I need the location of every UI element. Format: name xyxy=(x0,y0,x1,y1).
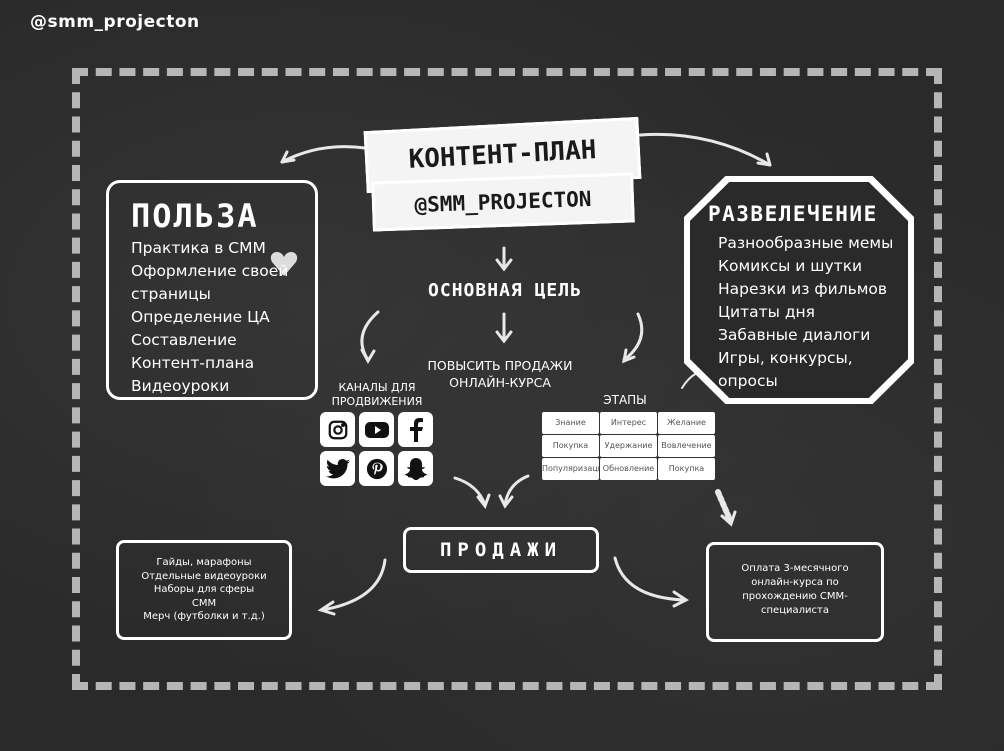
stage-cell: Популяризация xyxy=(542,458,599,480)
facebook-icon xyxy=(398,412,433,447)
handle-banner: @SMM_PROJECTON xyxy=(371,172,635,232)
benefit-list: Практика в СММ Оформление своей страницы… xyxy=(131,237,315,398)
payment-line: прохождению СММ- xyxy=(742,591,848,602)
list-item: Игры, конкурсы, xyxy=(718,349,853,367)
products-line: Наборы для сферы xyxy=(153,584,255,595)
products-line: Гайды, марафоны xyxy=(156,557,252,568)
payment-line: онлайн-курса по xyxy=(751,577,839,588)
stage-cell: Вовлечение xyxy=(658,435,715,457)
payment-box: Оплата 3-месячного онлайн-курса по прохо… xyxy=(706,542,884,642)
sales-box: ПРОДАЖИ xyxy=(403,527,599,573)
entertainment-title: РАЗВЕЛЕЧЕНИЕ xyxy=(708,202,878,226)
main-goal-text: ПОВЫСИТЬ ПРОДАЖИ ОНЛАЙН-КУРСА xyxy=(427,358,573,390)
list-item: Определение ЦА xyxy=(131,308,270,326)
youtube-icon xyxy=(359,412,394,447)
list-item: Комиксы и шутки xyxy=(718,257,863,275)
instagram-icon xyxy=(320,412,355,447)
main-goal-title: ОСНОВНАЯ ЦЕЛЬ xyxy=(428,280,582,301)
pinterest-icon xyxy=(359,451,394,486)
stage-cell: Обновление xyxy=(600,458,657,480)
list-item: Видеоуроки xyxy=(131,377,230,395)
entertainment-box: РАЗВЕЛЕЧЕНИЕ Разнообразные мемы Комиксы … xyxy=(706,202,906,393)
list-item: Составление xyxy=(131,331,237,349)
benefit-title: ПОЛЬЗА xyxy=(131,197,259,235)
entertainment-list: Разнообразные мемы Комиксы и шутки Нарез… xyxy=(706,232,906,393)
list-item: Нарезки из фильмов xyxy=(718,280,888,298)
stage-cell: Интерес xyxy=(600,412,657,434)
stage-cell: Знание xyxy=(542,412,599,434)
products-line: Отдельные видеоуроки xyxy=(141,570,267,582)
twitter-icon xyxy=(320,451,355,486)
list-item: опросы xyxy=(718,372,778,390)
products-line: Мерч (футболки и т.д.) xyxy=(143,611,265,622)
payment-line: Оплата 3-месячного xyxy=(741,563,849,574)
payment-line: специалиста xyxy=(761,605,829,616)
list-item: страницы xyxy=(131,285,211,303)
list-item: Практика в СММ xyxy=(131,239,266,257)
benefit-box: ПОЛЬЗА Практика в СММ Оформление своей с… xyxy=(106,180,318,400)
list-item: Забавные диалоги xyxy=(718,326,871,344)
products-box: Гайды, марафоны Отдельные видеоуроки Наб… xyxy=(116,540,292,640)
list-item: Цитаты дня xyxy=(718,303,816,321)
snapchat-icon xyxy=(398,451,433,486)
list-item: Разнообразные мемы xyxy=(718,234,894,252)
stages-grid: Знание Интерес Желание Покупка Удержание… xyxy=(542,412,715,480)
stage-cell: Покупка xyxy=(658,458,715,480)
stages-label: ЭТАПЫ xyxy=(603,393,647,407)
products-line: СММ xyxy=(191,597,217,609)
chalk-frame xyxy=(72,68,942,690)
list-item: Оформление своей xyxy=(131,262,289,280)
channels-label: КАНАЛЫ ДЛЯ ПРОДВИЖЕНИЯ xyxy=(331,381,423,408)
brand-handle: @smm_projecton xyxy=(30,12,200,32)
list-item: Контент-плана xyxy=(131,354,255,372)
entertainment-octagon xyxy=(690,182,908,398)
stage-cell: Покупка xyxy=(542,435,599,457)
stage-cell: Желание xyxy=(658,412,715,434)
stage-cell: Удержание xyxy=(600,435,657,457)
channel-icons xyxy=(320,412,434,486)
